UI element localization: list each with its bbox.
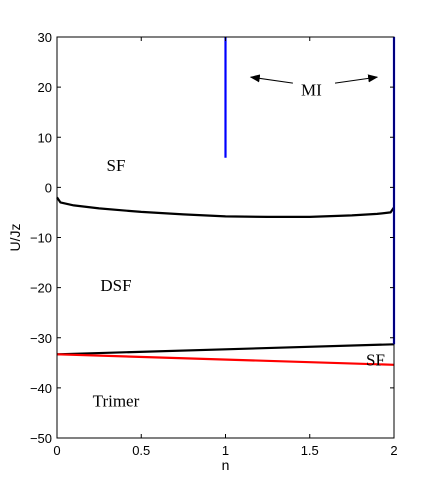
series-layer xyxy=(56,37,396,366)
y-tick-label: −30 xyxy=(30,331,52,346)
x-tick-label: 0.5 xyxy=(132,443,150,458)
y-tick-label: −50 xyxy=(30,431,52,446)
region-label: SF xyxy=(107,156,126,175)
y-tick-label: −40 xyxy=(30,381,52,396)
x-tick-label: 1 xyxy=(222,443,229,458)
x-axis-label: n xyxy=(222,457,230,473)
x-tick-label: 0 xyxy=(53,443,60,458)
region-label: SF xyxy=(366,350,385,369)
y-axis-label: U/Jz xyxy=(7,224,23,252)
series-line-2 xyxy=(56,343,395,356)
y-tick-label: −10 xyxy=(30,231,52,246)
y-tick-label: −20 xyxy=(30,281,52,296)
tick-layer: 0 0.5 1 1.5 2 −50 −40 −30 −20 −10 0 10 20 30 xyxy=(30,30,398,458)
x-tick-label: 1.5 xyxy=(301,443,319,458)
y-tick-label: 30 xyxy=(38,30,52,45)
region-label: MI xyxy=(301,81,322,100)
arrow-layer xyxy=(249,74,379,84)
region-label: Trimer xyxy=(93,391,140,410)
y-tick-label: 20 xyxy=(38,80,52,95)
annotation-layer: SF MI DSF SF Trimer xyxy=(93,81,385,411)
x-tick-label: 2 xyxy=(390,443,397,458)
annotation-arrow xyxy=(334,74,379,84)
y-tick-label: 10 xyxy=(38,130,52,145)
series-line-1 xyxy=(56,196,395,218)
region-label: DSF xyxy=(100,276,131,295)
series-line-3 xyxy=(56,353,395,366)
annotation-arrow xyxy=(249,74,293,84)
y-tick-label: 0 xyxy=(45,180,52,195)
